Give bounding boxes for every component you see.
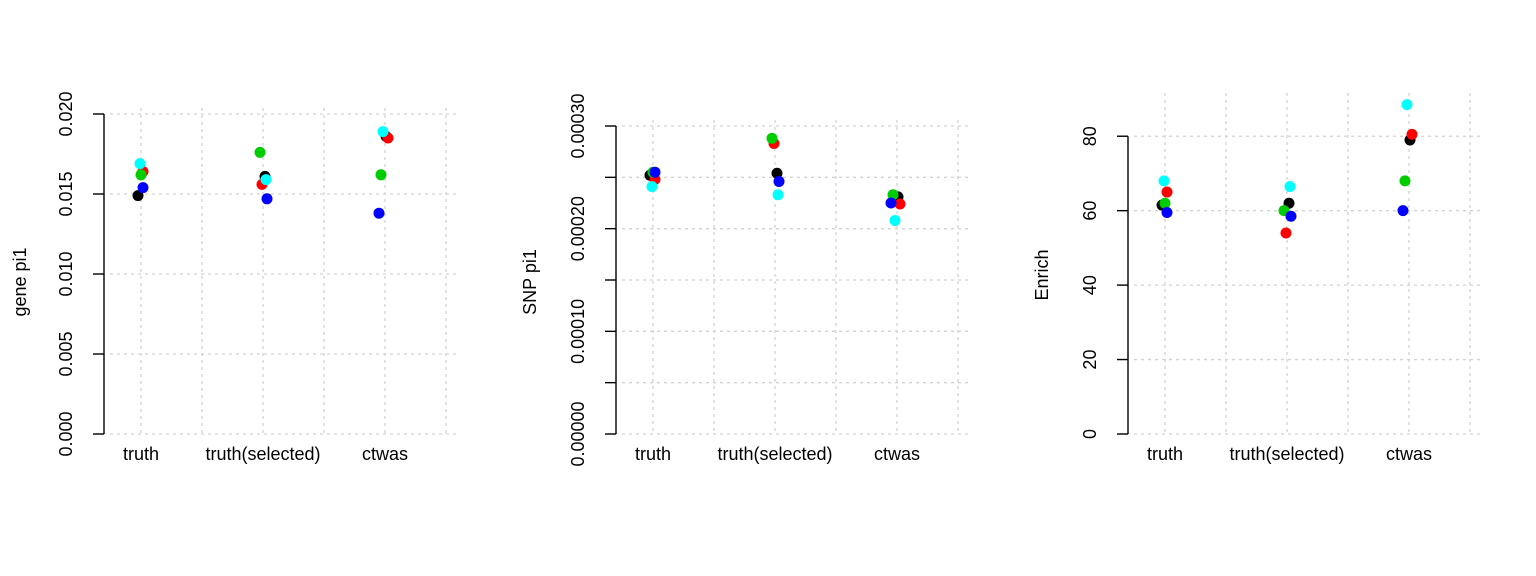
chart-panel-2: 0.00000 0.00010 0.00020 0.00030 SNP pi1 truth… — [520, 93, 972, 466]
y-tick-label: 80 — [1080, 126, 1100, 146]
y-tick-label: 0.000 — [56, 411, 76, 456]
data-point-cyan — [1159, 175, 1170, 186]
x-tick-label: truth — [635, 444, 671, 464]
x-tick-label: ctwas — [874, 444, 920, 464]
data-point-blue — [262, 193, 273, 204]
y-axis-label: gene pi1 — [10, 247, 30, 316]
data-point-blue — [1398, 205, 1409, 216]
y-tick-label: 0.015 — [56, 171, 76, 216]
y-tick-label: 20 — [1080, 350, 1100, 370]
x-tick-label: ctwas — [1386, 444, 1432, 464]
data-point-green — [1400, 175, 1411, 186]
data-point-blue — [138, 182, 149, 193]
data-point-blue — [374, 208, 385, 219]
y-tick-label: 0.00000 — [568, 401, 588, 466]
data-point-cyan — [890, 215, 901, 226]
y-axis-label: Enrich — [1032, 249, 1052, 300]
y-tick-label: 40 — [1080, 275, 1100, 295]
data-point-cyan — [773, 189, 784, 200]
data-point-blue — [650, 167, 661, 178]
data-point-green — [1160, 198, 1171, 209]
x-tick-label: ctwas — [362, 444, 408, 464]
data-point-blue — [1286, 211, 1297, 222]
chart-panel-3: 0 20 40 60 80 Enrich truth truth(selected) ctwas — [1032, 93, 1484, 464]
data-point-green — [136, 169, 147, 180]
x-tick-label: truth — [123, 444, 159, 464]
data-point-cyan — [261, 174, 272, 185]
y-tick-label: 0 — [1080, 429, 1100, 439]
chart-panel-1: 0.000 0.005 0.010 0.015 0.020 gene pi1 truth tr… — [10, 91, 460, 464]
data-point-blue — [774, 176, 785, 187]
y-axis-label: SNP pi1 — [520, 249, 540, 315]
data-point-green — [767, 133, 778, 144]
data-point-cyan — [1402, 99, 1413, 110]
y-tick-label: 0.005 — [56, 331, 76, 376]
data-point-cyan — [1285, 181, 1296, 192]
y-tick-label: 0.010 — [56, 251, 76, 296]
data-point-red — [1162, 187, 1173, 198]
data-point-red — [1407, 129, 1418, 140]
y-tick-label: 60 — [1080, 201, 1100, 221]
x-tick-label: truth — [1147, 444, 1183, 464]
data-point-cyan — [647, 181, 658, 192]
data-point-blue — [1162, 207, 1173, 218]
data-point-cyan — [135, 158, 146, 169]
data-point-green — [376, 169, 387, 180]
data-point-blue — [886, 198, 897, 209]
data-point-green — [255, 147, 266, 158]
y-tick-label: 0.020 — [56, 91, 76, 136]
x-tick-label: truth(selected) — [1229, 444, 1344, 464]
x-tick-label: truth(selected) — [205, 444, 320, 464]
y-tick-label: 0.00010 — [568, 299, 588, 364]
data-point-red — [1281, 228, 1292, 239]
y-tick-label: 0.00030 — [568, 93, 588, 158]
y-tick-label: 0.00020 — [568, 196, 588, 261]
data-point-cyan — [378, 126, 389, 137]
x-tick-label: truth(selected) — [717, 444, 832, 464]
